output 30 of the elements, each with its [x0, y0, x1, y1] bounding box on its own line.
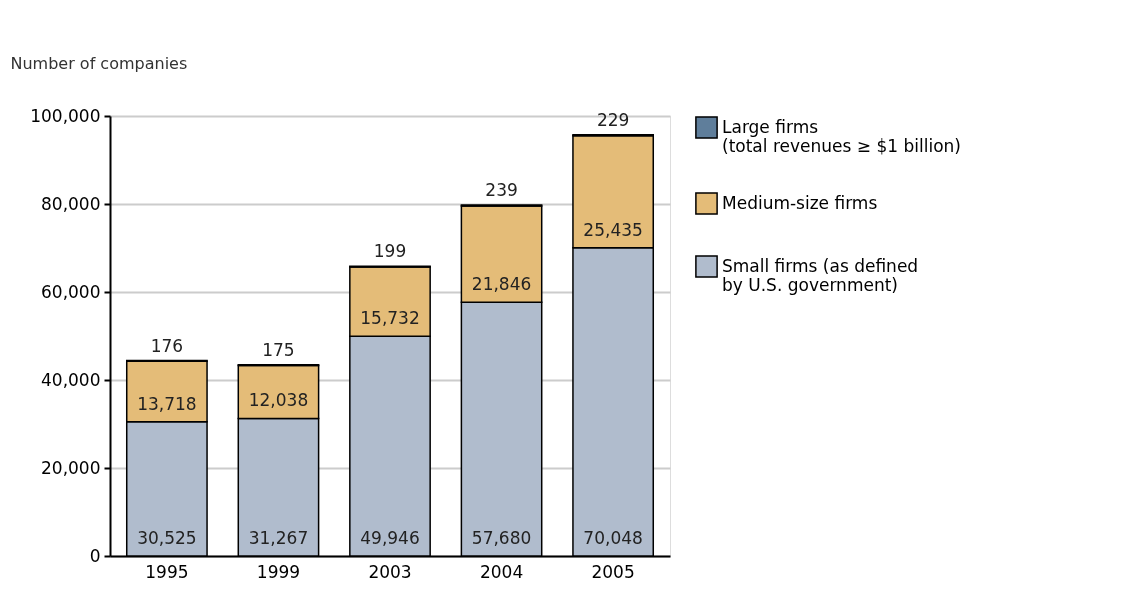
- y-tick-label: 100,000: [30, 105, 101, 126]
- data-label: 199: [373, 241, 407, 262]
- y-tick-label: 60,000: [41, 281, 101, 302]
- y-tick-label: 20,000: [41, 457, 101, 478]
- data-label: 21,846: [471, 274, 532, 295]
- data-label: 57,680: [471, 528, 532, 548]
- data-label: 25,435: [583, 219, 643, 240]
- data-label: 239: [485, 180, 518, 201]
- legend-label: Small firms (as defined by U.S. government): [722, 255, 919, 295]
- data-label: 13,718: [137, 393, 197, 414]
- y-axis-title: Number of companies: [10, 53, 188, 73]
- x-tick-label: 2004: [479, 561, 524, 582]
- data-label: 30,525: [137, 528, 197, 548]
- data-label: 229: [596, 109, 630, 130]
- data-label: 175: [262, 339, 295, 360]
- data-label: 31,267: [248, 528, 309, 548]
- legend-label: Medium-size firms: [722, 192, 878, 213]
- y-tick-label: 80,000: [41, 193, 101, 214]
- y-tick-label: 40,000: [41, 369, 101, 390]
- data-label: 176: [150, 335, 184, 356]
- data-label: 12,038: [248, 390, 309, 411]
- data-label: 70,048: [583, 528, 643, 548]
- x-tick-label: 1995: [145, 561, 189, 582]
- x-tick-label: 2005: [591, 561, 635, 582]
- x-tick-label: 1999: [256, 561, 301, 582]
- legend-label: Large firms (total revenues ≥ $1 billion): [722, 116, 961, 156]
- data-label: 15,732: [360, 308, 420, 329]
- data-label: 49,946: [360, 528, 420, 548]
- x-tick-label: 2003: [368, 561, 412, 582]
- y-tick-label: 0: [89, 545, 101, 566]
